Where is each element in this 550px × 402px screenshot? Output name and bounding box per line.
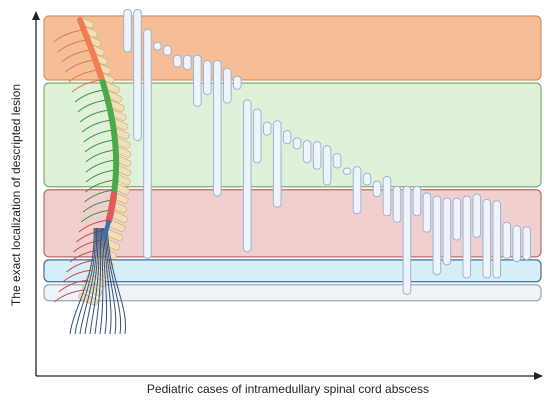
lesion-bar-case-1 — [123, 8, 132, 53]
lesion-bar-case-26 — [372, 180, 382, 198]
lesion-bar-case-39 — [502, 221, 512, 259]
lesion-bar-case-20 — [312, 141, 322, 170]
lesion-bar-case-35 — [462, 195, 472, 279]
spinal-nerve — [58, 279, 89, 293]
lesion-bar-case-6 — [173, 54, 182, 68]
lesion-bar-case-21 — [322, 145, 332, 186]
lesion-bar-case-31 — [422, 192, 432, 233]
lesion-bar-case-12 — [232, 75, 242, 90]
lesion-bar-case-36 — [472, 193, 482, 238]
cauda-equina-nerve — [105, 227, 122, 335]
cauda-equina-nerve — [104, 227, 117, 335]
spinal-cord-conus — [102, 219, 111, 239]
lesion-bar-case-37 — [482, 198, 492, 279]
spinal-cord-cervical — [77, 17, 106, 85]
cauda-equina-nerve — [69, 227, 95, 335]
lesion-bar-case-15 — [262, 121, 272, 136]
lesion-bar-case-18 — [292, 137, 302, 150]
cauda-equina-nerve — [103, 227, 112, 335]
lesion-bar-case-5 — [163, 44, 172, 56]
lesion-bar-case-16 — [272, 120, 282, 208]
cauda-equina-nerve — [106, 227, 127, 335]
lesion-bar-case-4 — [153, 41, 162, 51]
y-axis-label: The exact localization of descripted les… — [9, 84, 23, 306]
lesion-bar-case-10 — [213, 60, 222, 197]
spinal-cord-thoracic — [99, 79, 120, 197]
cauda-equina-nerve — [101, 227, 108, 335]
cauda-equina-nerve — [94, 227, 102, 335]
spine-illustration — [53, 17, 132, 335]
cauda-equina-nerve — [89, 227, 100, 335]
cauda-equina-nerve — [99, 227, 104, 335]
lesion-bar-case-3 — [143, 28, 152, 259]
spinal-cord — [77, 17, 120, 239]
lesion-bar-case-23 — [342, 167, 352, 176]
band-thoracic — [43, 82, 542, 188]
x-axis-arrow — [534, 372, 543, 380]
lesion-bar-case-7 — [183, 54, 192, 71]
cauda-equina-nerve — [79, 227, 98, 335]
band-coccygeal — [43, 284, 542, 302]
cauda-equina-nerve — [84, 227, 99, 335]
lesion-bar-case-34 — [452, 197, 462, 241]
lesion-bar-case-28 — [392, 185, 402, 223]
lesion-bar-case-29 — [402, 185, 412, 295]
lesion-bar-case-11 — [223, 67, 232, 104]
lesion-bar-case-41 — [522, 226, 532, 261]
lesion-bar-case-17 — [282, 130, 292, 145]
lesion-bar-case-22 — [332, 153, 342, 169]
x-axis-label: Pediatric cases of intramedullary spinal… — [147, 382, 429, 396]
cauda-equina-nerve — [74, 227, 96, 335]
lesion-bar-case-24 — [352, 166, 362, 215]
lesion-bar-case-25 — [362, 172, 372, 186]
lesion-bar-case-30 — [412, 185, 422, 217]
spinal-nerve — [54, 289, 85, 303]
lesion-bar-case-27 — [382, 175, 392, 217]
lesion-bar-case-14 — [252, 108, 262, 164]
lesion-bar-case-8 — [193, 54, 202, 107]
lesion-bar-case-19 — [302, 139, 312, 164]
lesion-bar-case-9 — [203, 60, 212, 96]
lesion-bar-case-33 — [442, 197, 452, 266]
band-cervical — [43, 15, 542, 81]
lesion-bar-case-38 — [492, 200, 502, 279]
spinal-region-bands — [43, 15, 542, 302]
y-axis-arrow — [32, 11, 40, 20]
lesion-bar-case-2 — [133, 8, 142, 141]
cauda-equina — [69, 227, 127, 335]
spinal-cord-lumbar — [105, 191, 118, 225]
lesion-range-bars — [123, 8, 532, 295]
lesion-bar-case-13 — [242, 99, 252, 253]
chart-axes — [32, 11, 543, 380]
spinal-nerves-left — [53, 29, 117, 303]
lesion-bar-case-32 — [432, 195, 442, 276]
lesion-bar-case-40 — [512, 225, 522, 263]
band-sacral — [43, 259, 542, 283]
